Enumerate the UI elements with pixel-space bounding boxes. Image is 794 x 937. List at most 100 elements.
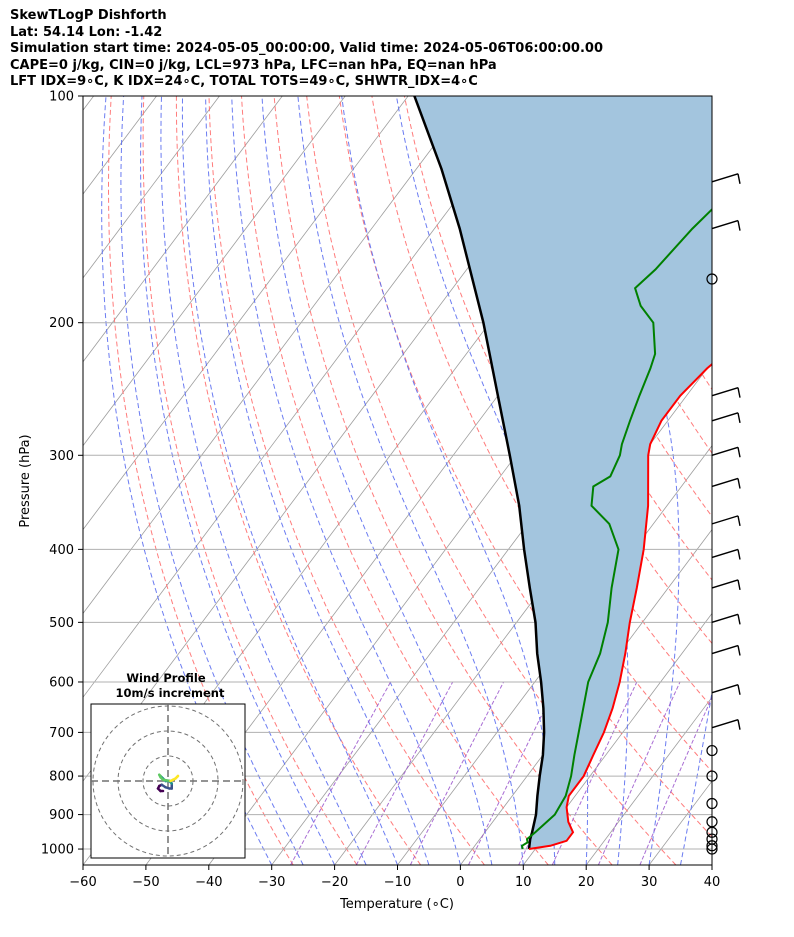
moist-adiabat (140, 96, 336, 865)
wind-barb-staff (711, 719, 739, 729)
x-tick-label: −50 (132, 875, 159, 890)
x-tick-label: −60 (69, 875, 96, 890)
y-axis-label: Pressure (hPa) (18, 434, 33, 527)
wind-barb-staff (711, 613, 739, 624)
mixing-ratio-line (355, 681, 454, 865)
mixing-ratio-line (639, 695, 712, 865)
cin-shading (414, 96, 712, 849)
x-tick-label: 10 (515, 875, 532, 890)
y-tick-label: 700 (49, 726, 74, 741)
x-tick-label: −20 (321, 875, 348, 890)
isotherm-line (83, 96, 535, 698)
profile-lines (413, 96, 712, 850)
stability-parameters-1: CAPE=0 j/kg, CIN=0 j/kg, LCL=973 hPa, LF… (10, 57, 497, 73)
y-axis-ticks: 1000 900 800 700 600 500 400 300 200 100 (41, 90, 83, 858)
isotherm-line (83, 96, 283, 363)
moist-adiabat (160, 96, 367, 865)
dry-adiabat (338, 96, 712, 838)
wind-barb-calm (706, 770, 718, 782)
moist-adiabat (181, 96, 398, 865)
isotherm-line (83, 96, 409, 531)
wind-barb-calm (706, 744, 718, 757)
x-tick-label: −30 (258, 875, 285, 890)
isotherm-line (83, 96, 94, 111)
wind-barb-staff (711, 412, 739, 422)
dry-adiabat (241, 96, 549, 865)
dry-adiabat (371, 96, 712, 773)
isotherm-line (83, 96, 472, 615)
dry-adiabat (142, 96, 358, 865)
wind-barb-staff (711, 684, 739, 694)
parcel-profile-line (413, 96, 546, 850)
wind-barb-calm (706, 797, 718, 810)
wind-barb-flag (737, 719, 741, 730)
dewpoint-line (520, 207, 712, 850)
moist-adiabat (341, 96, 556, 865)
y-tick-label: 800 (49, 770, 74, 785)
wind-barb-flag (737, 515, 741, 527)
temperature-line (528, 362, 712, 850)
wind-barb-flag (737, 645, 741, 656)
moist-adiabat (261, 96, 493, 865)
hodograph-trace (161, 778, 172, 783)
wind-barb-flag (737, 220, 741, 231)
dry-adiabat (273, 96, 613, 865)
y-tick-label: 100 (49, 90, 74, 105)
simulation-times: Simulation start time: 2024-05-05_00:00:… (10, 41, 603, 56)
wind-barb-staff (711, 644, 739, 655)
dry-adiabat (208, 96, 485, 865)
wind-barb-flag (737, 447, 741, 458)
moist-adiabat (231, 96, 461, 865)
mixing-ratio-line (468, 681, 559, 865)
wind-barb-flag (737, 549, 741, 560)
wind-barb-staff (711, 477, 739, 488)
x-tick-label: 40 (704, 875, 721, 890)
wind-barb-staff (711, 446, 739, 456)
wind-barb-flag (737, 579, 741, 591)
wind-barb-staff (711, 548, 739, 559)
isotherm-line (585, 696, 712, 865)
hodograph-trace (175, 774, 180, 779)
wind-barb-staff (711, 173, 739, 183)
wind-barb-flag (737, 684, 741, 695)
hodograph-subtitle: 10m/s increment (116, 686, 225, 700)
moist-adiabat (711, 862, 712, 865)
wind-barb-calm (706, 826, 718, 838)
moist-adiabat (297, 96, 524, 865)
wind-barb-staff (711, 386, 739, 397)
isotherm-line (83, 96, 346, 447)
dry-adiabat (501, 96, 712, 518)
x-tick-label: 0 (456, 875, 464, 890)
stability-parameters-2: LFT IDX=9∘C, K IDX=24∘C, TOTAL TOTS=49∘C… (10, 74, 478, 89)
dry-adiabat (763, 96, 794, 865)
wind-barb-calm (706, 273, 718, 285)
wind-barb-flag (737, 614, 741, 625)
y-tick-label: 600 (49, 675, 74, 690)
y-tick-label: 500 (49, 616, 74, 631)
wind-barb-flag (737, 173, 741, 184)
y-tick-label: 1000 (41, 843, 74, 858)
moist-adiabat (120, 96, 304, 865)
chart-title: SkewTLogP Dishforth (10, 8, 167, 23)
wind-barb-calm (706, 843, 718, 855)
hodograph-inset: Wind Profile 10m/s increment (90, 671, 246, 859)
x-axis-label: Temperature (∘C) (339, 897, 454, 912)
mixing-ratio-line (409, 681, 505, 865)
moist-adiabat (395, 96, 589, 865)
chart-header: SkewTLogP Dishforth Lat: 54.14 Lon: -1.4… (10, 8, 603, 91)
wind-barb-flag (737, 478, 741, 489)
wind-barb-calm (706, 840, 718, 852)
y-tick-label: 300 (49, 449, 74, 464)
isotherm-line (522, 612, 712, 865)
dry-adiabat (730, 96, 794, 865)
hodograph-title: Wind Profile (126, 671, 206, 685)
y-tick-label: 200 (49, 316, 74, 331)
wind-barbs (706, 173, 741, 855)
y-tick-label: 900 (49, 808, 74, 823)
mixing-ratio-line (290, 681, 391, 865)
isotherm-line (775, 96, 794, 865)
wind-barb-staff (711, 219, 739, 230)
isotherm-line (711, 864, 712, 865)
x-tick-label: 30 (641, 875, 658, 890)
